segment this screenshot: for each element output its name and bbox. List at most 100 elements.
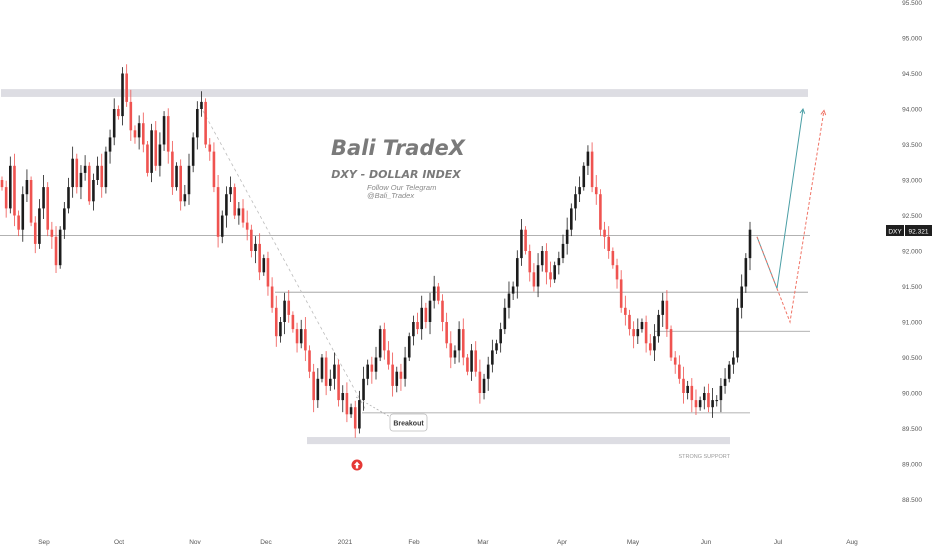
candle — [316, 368, 320, 408]
candle — [233, 183, 237, 220]
candle-body — [698, 400, 702, 408]
telegram-note-line-1: Follow Our Telegram — [367, 183, 436, 192]
candle-body — [740, 286, 743, 308]
candle-body — [686, 385, 689, 393]
candle-body — [229, 187, 232, 195]
y-tick-label: 89.000 — [902, 462, 922, 469]
candle — [590, 142, 594, 193]
candle — [341, 385, 345, 413]
candle — [75, 153, 79, 194]
candle — [112, 98, 116, 146]
candle-body — [603, 229, 606, 237]
candle — [216, 175, 220, 248]
candle-body — [391, 364, 394, 386]
candle-body — [316, 378, 320, 401]
candle-body — [337, 364, 340, 401]
candle-body — [395, 371, 399, 386]
candle — [474, 341, 478, 377]
y-tick-label: 95.000 — [902, 36, 922, 43]
candle-body — [279, 322, 282, 337]
candle — [304, 317, 307, 362]
candle-body — [690, 385, 694, 401]
candle-body — [216, 187, 220, 237]
candle-body — [441, 300, 444, 322]
candle — [736, 298, 739, 363]
candle-body — [29, 180, 33, 223]
x-tick-label: May — [627, 539, 640, 546]
candle — [4, 180, 8, 218]
candle — [715, 395, 719, 407]
candle — [698, 396, 702, 411]
candle — [515, 250, 519, 299]
candle-body — [121, 73, 124, 117]
candle — [707, 383, 710, 413]
x-tick-label: Mar — [477, 539, 489, 546]
candle — [511, 281, 515, 300]
telegram-note-line-2: @Bali_Tradex — [367, 191, 414, 200]
candle — [495, 339, 498, 354]
candle-body — [341, 393, 345, 401]
candle — [457, 321, 461, 363]
candle — [175, 162, 178, 191]
candle-body — [21, 194, 25, 230]
candle-body — [179, 165, 182, 202]
chart-subtitle: DXY - DOLLAR INDEX — [331, 168, 461, 181]
breakout-label: Breakout — [393, 421, 424, 428]
candle — [557, 251, 561, 275]
candle-body — [345, 393, 349, 415]
candle — [437, 282, 440, 305]
candle — [470, 344, 473, 381]
candle-body — [536, 265, 540, 287]
candle-body — [482, 378, 486, 393]
candle-body — [287, 300, 291, 315]
candle — [407, 332, 411, 362]
last-price-tag-box — [905, 225, 932, 236]
candle — [196, 101, 199, 150]
x-tick-label: Dec — [260, 539, 272, 546]
candle-body — [628, 314, 631, 330]
x-tick-label: Jul — [774, 539, 783, 546]
candle — [399, 363, 403, 391]
candle-body — [166, 116, 170, 152]
candle-body — [399, 371, 403, 379]
candle — [92, 173, 95, 211]
candle-body — [582, 165, 586, 188]
candle-body — [100, 165, 104, 188]
candle-body — [707, 393, 710, 408]
candle-body — [528, 251, 532, 273]
bullish-path-arrowhead — [799, 107, 806, 114]
y-tick-label: 94.500 — [902, 71, 922, 78]
candle-body — [702, 393, 706, 401]
bullish-path — [756, 108, 804, 291]
candle — [79, 165, 83, 200]
candle-body — [545, 251, 548, 273]
candle-body — [586, 151, 590, 166]
candle — [283, 292, 286, 335]
candle-body — [274, 307, 278, 337]
candle-body — [661, 300, 665, 315]
x-tick-label: Aug — [846, 539, 858, 546]
candle-body — [520, 229, 523, 259]
candle — [358, 390, 361, 434]
candle — [445, 312, 448, 349]
candle — [740, 274, 743, 319]
candle-body — [96, 165, 99, 180]
candle-body — [13, 165, 16, 216]
candle — [29, 176, 33, 227]
candle-body — [453, 350, 457, 358]
candle-body — [524, 229, 527, 251]
candle-body — [71, 158, 74, 188]
candle-body — [491, 350, 494, 365]
candle-body — [432, 286, 436, 301]
x-tick-label: Feb — [408, 539, 420, 546]
candle-body — [715, 400, 719, 402]
candle-body — [266, 258, 270, 287]
candle-body — [437, 286, 440, 301]
breakout-callout-box — [389, 413, 428, 432]
candle — [644, 315, 648, 353]
candle-body — [424, 307, 428, 322]
candle — [586, 145, 590, 176]
candle-body — [723, 378, 727, 386]
candle — [607, 226, 611, 259]
